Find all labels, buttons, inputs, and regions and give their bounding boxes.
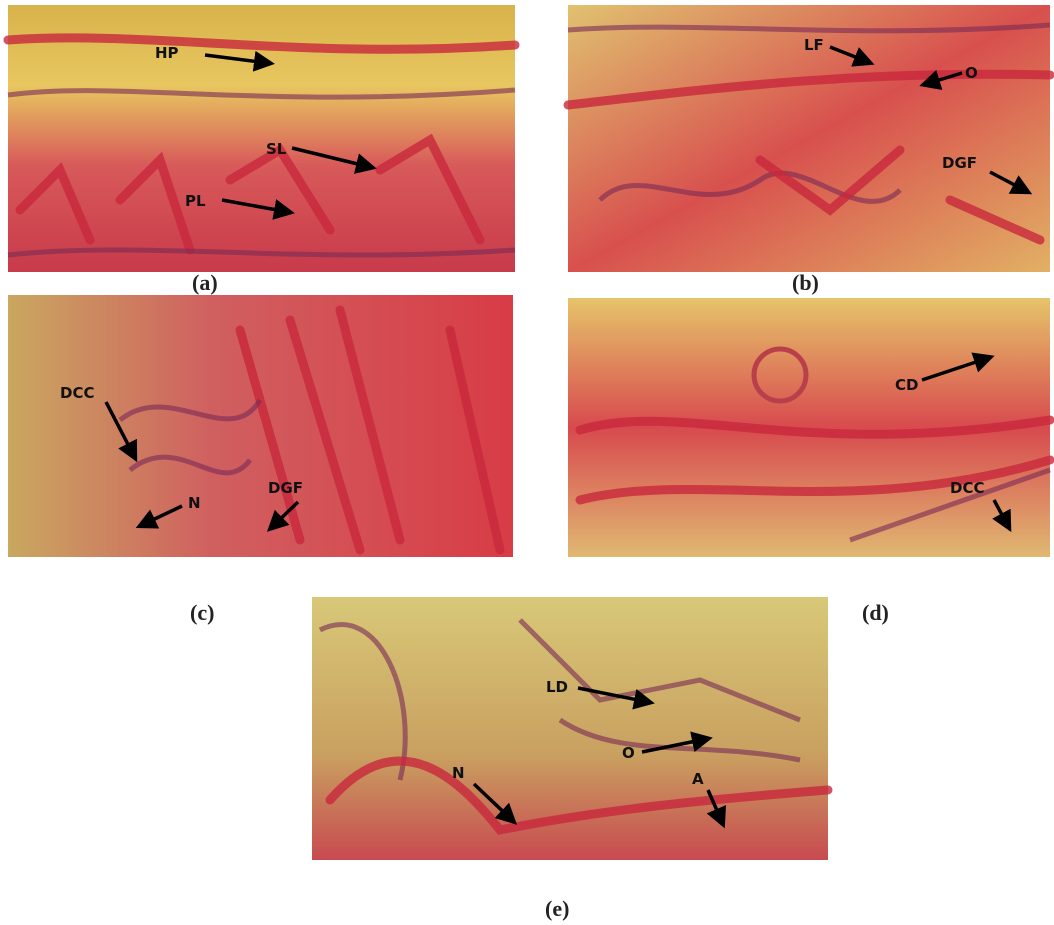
panel-label: (c) — [190, 600, 214, 625]
panel-label: (d) — [862, 600, 889, 625]
annotation: O — [622, 744, 635, 762]
annotation: SL — [266, 140, 287, 158]
annotation: DCC — [950, 479, 984, 497]
micrograph — [8, 295, 513, 557]
annotation: DCC — [60, 384, 94, 402]
panel-c: DCC N DGF (c) — [8, 295, 513, 625]
panel-label: (a) — [192, 270, 218, 295]
panel-label: (b) — [792, 270, 819, 295]
figure: HP SL PL (a) LF O DGF (b) DCC N DGF (c) — [0, 0, 1054, 925]
annotation: HP — [155, 44, 179, 62]
annotation: DGF — [268, 479, 303, 497]
annotation: PL — [185, 192, 206, 210]
panel-e: LD O N A (e) — [312, 597, 828, 921]
panel-d: CD DCC (d) — [568, 298, 1050, 625]
annotation: CD — [895, 376, 918, 394]
annotation: DGF — [942, 154, 977, 172]
annotation: N — [452, 764, 465, 782]
panel-b: LF O DGF (b) — [568, 5, 1050, 295]
annotation: LD — [546, 678, 568, 696]
panel-a: HP SL PL (a) — [8, 5, 515, 295]
panel-label: (e) — [545, 896, 569, 921]
annotation: A — [692, 770, 704, 788]
annotation: O — [965, 64, 978, 82]
annotation: N — [188, 494, 201, 512]
annotation: LF — [804, 36, 824, 54]
